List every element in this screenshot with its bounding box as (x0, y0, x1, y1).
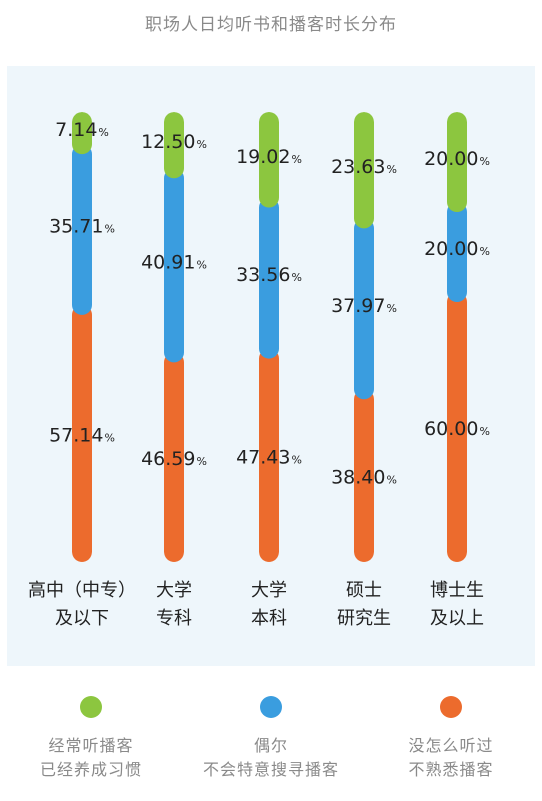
data-label: 57.14% (49, 424, 115, 446)
data-label: 35.71% (49, 216, 115, 238)
data-label: 60.00% (424, 418, 490, 440)
bar-segment-unfamiliar (259, 348, 279, 562)
data-label: 47.43% (236, 446, 302, 468)
data-label: 23.63% (331, 156, 397, 178)
legend-item-occasional: 偶尔不会特意搜寻播客 (181, 696, 361, 782)
bar-segment-occasional (354, 218, 374, 400)
category-label: 研究生 (337, 608, 391, 629)
data-label: 12.50% (141, 131, 207, 153)
chart-title: 职场人日均听书和播客时长分布 (145, 15, 397, 35)
category-label: 大学 (251, 580, 287, 601)
data-label: 19.02% (236, 146, 302, 168)
category-label: 高中（中专） (28, 580, 136, 601)
category-label: 硕士 (346, 580, 382, 601)
data-label: 7.14% (55, 119, 109, 141)
legend-label: 已经养成习惯 (39, 760, 142, 779)
bar-segment-habit (354, 112, 374, 229)
data-label: 20.00% (424, 148, 490, 170)
legend-dot (260, 696, 282, 718)
category-label: 博士生 (430, 580, 484, 601)
bar-segment-habit (259, 112, 279, 208)
legend-label: 不熟悉播客 (408, 760, 494, 779)
bar-segment-unfamiliar (72, 304, 92, 562)
bar-segment-habit (72, 112, 92, 155)
bar-segment-occasional (259, 197, 279, 359)
category-label: 专科 (156, 608, 192, 629)
legend-label: 经常听播客 (48, 736, 134, 755)
data-label: 40.91% (141, 251, 207, 273)
data-label: 38.40% (331, 467, 397, 489)
bar-segment-habit (447, 112, 467, 212)
bar-segment-occasional (72, 144, 92, 315)
bar-segment-occasional (447, 202, 467, 302)
category-label: 及以下 (55, 608, 109, 629)
legend-item-unfamiliar: 没怎么听过不熟悉播客 (361, 696, 541, 782)
legend-label: 偶尔 (253, 736, 288, 755)
bar-segment-habit (164, 112, 184, 179)
category-label: 大学 (156, 580, 192, 601)
data-label: 33.56% (236, 264, 302, 286)
bar-segment-unfamiliar (354, 389, 374, 562)
data-label: 46.59% (141, 448, 207, 470)
category-label: 本科 (251, 608, 287, 629)
stacked-bar-chart: 57.14% 35.71% 7.14% 高中（中专） 及以下 46.59% 40.91% 12… (28, 112, 490, 629)
legend: 经常听播客 已经养成习惯 偶尔 不会特意搜寻播客 没怎么听过 不熟悉播客 (0, 690, 542, 801)
legend-label: 没怎么听过 (408, 736, 494, 755)
data-label: 20.00% (424, 238, 490, 260)
bar-segment-unfamiliar (164, 352, 184, 562)
legend-dot (440, 696, 462, 718)
data-label: 37.97% (331, 295, 397, 317)
category-label: 及以上 (430, 608, 484, 629)
bar-segment-occasional (164, 168, 184, 363)
legend-dot (80, 696, 102, 718)
bar-group: 57.14% 35.71% 7.14% 高中（中专） 及以下 (28, 112, 136, 629)
chart-panel: 57.14% 35.71% 7.14% 高中（中专） 及以下 46.59% 40.91% 12… (7, 66, 535, 666)
bar-segment-unfamiliar (447, 292, 467, 562)
legend-item-habit: 经常听播客已经养成习惯 (1, 696, 181, 782)
legend-label: 不会特意搜寻播客 (202, 760, 339, 779)
